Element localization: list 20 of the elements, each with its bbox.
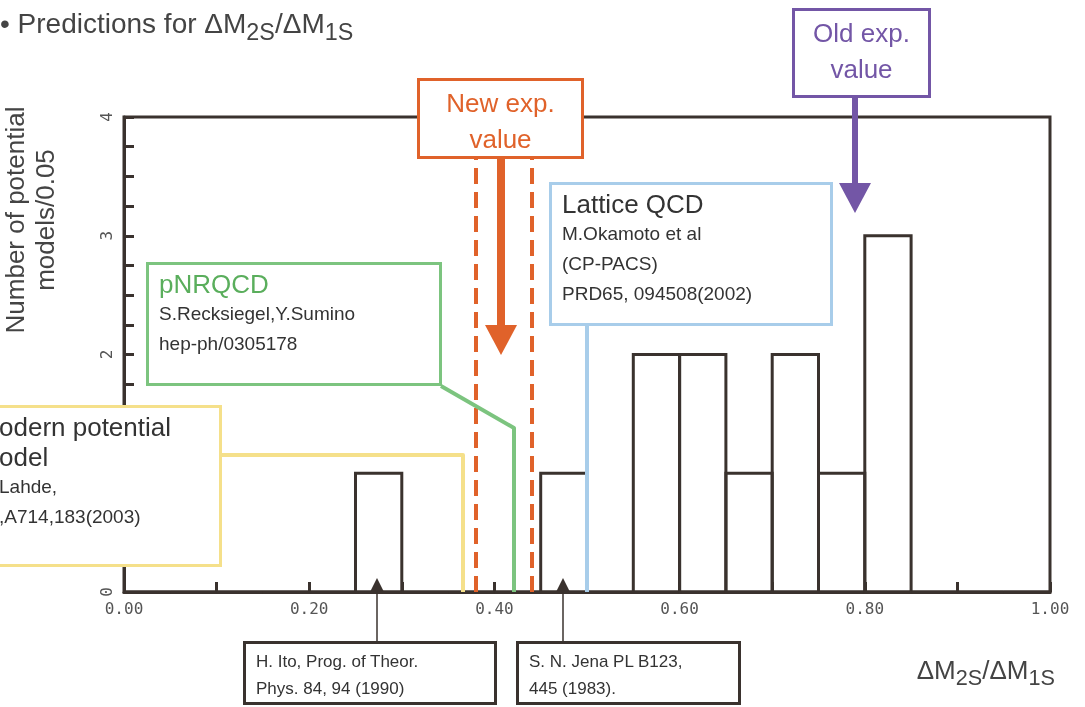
text: S. N. Jena PL B123, 445 (1983). [529,651,684,700]
y-tick-label: 3 [96,230,116,241]
x-tick-label: 0.80 [845,598,885,618]
text: H. Ito, Prog. of Theor. Phys. 84, 94 (1990) [256,651,420,700]
y-axis-title: Number of potential models/0.05 [0,105,60,336]
annotation: odern potential odel Lahde, ,A714,183(2003) [0,412,173,529]
x-tick-label: 0.60 [660,598,699,618]
x-tick-label: 1.00 [1030,598,1070,618]
annotation: New exp. value [445,87,556,156]
y-tick-label: 4 [96,112,116,122]
annotation: Lattice QCD M.Okamoto et al (CP-PACS) PRD65, 094508(2002) [562,189,754,306]
x-tick-label: 0.40 [475,598,514,618]
x-tick-label: 0.00 [104,598,144,618]
text: Old exp. value [812,17,911,86]
chart-title: • Predictions for ΔM$_{2S}$/ΔM$_{1S}$ [0,8,354,46]
y-tick-label: 0 [96,587,116,597]
annotation: pNRQCD S.Recksiegel,Y.Sumino hep-ph/0305178 [159,269,357,356]
x-axis-title: ΔM$_{2S}$/ΔM$_{1S}$ [916,655,1055,692]
x-tick-label: 0.20 [289,598,329,618]
y-tick-label: 2 [96,349,116,360]
